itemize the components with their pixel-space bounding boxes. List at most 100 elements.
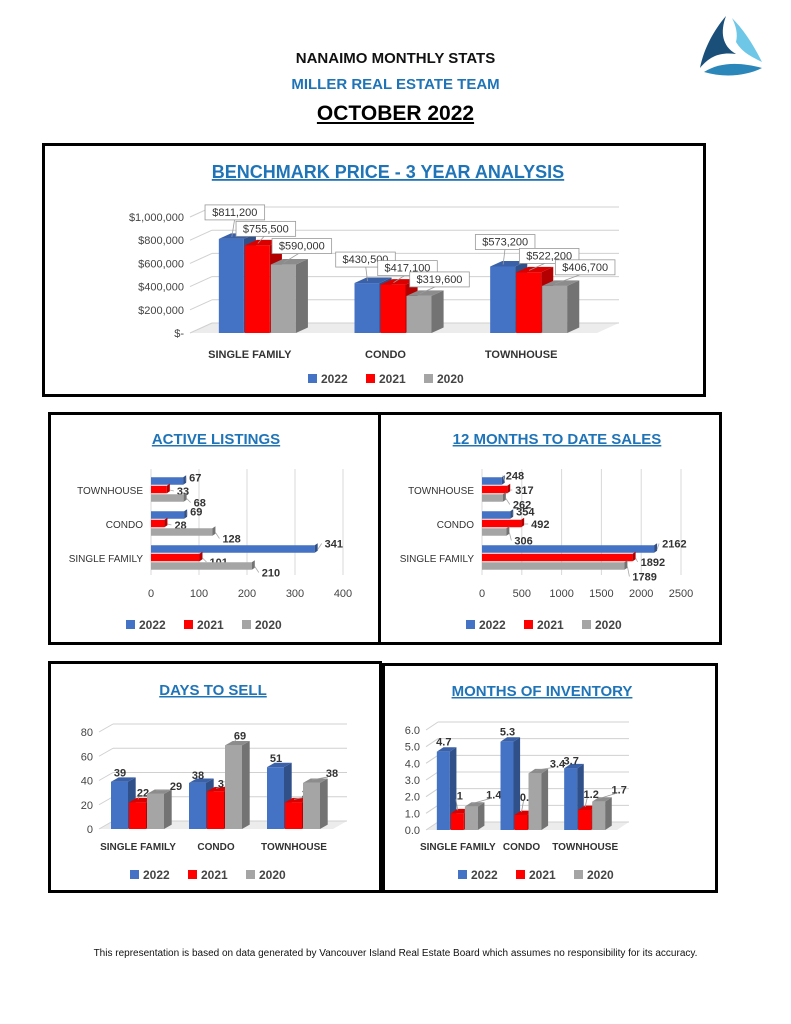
bar-2020-1-side: [541, 768, 549, 830]
y-tick-label: $-: [174, 328, 184, 340]
x-tick-label: 200: [238, 588, 256, 600]
bar-2022-1-top: [500, 737, 521, 742]
legend-swatch-2020: [582, 620, 591, 629]
data-label: 5.3: [500, 727, 515, 739]
y-tick-label: 40: [81, 776, 93, 788]
bar-2020-1: [225, 745, 242, 829]
data-label-leader: [202, 557, 207, 563]
bar-2020-1: [406, 295, 432, 333]
legend-label-2021: 2021: [201, 868, 228, 882]
y-tick-label: 4.0: [405, 758, 420, 770]
category-label: CONDO: [197, 842, 234, 853]
category-label: SINGLE FAMILY: [400, 554, 475, 565]
legend-label-2021: 2021: [529, 868, 556, 882]
bar-2021-0: [482, 485, 508, 494]
data-label: $319,600: [417, 274, 463, 286]
bar-side: [212, 526, 216, 536]
category-label: TOWNHOUSE: [552, 842, 618, 853]
legend-label-2021: 2021: [197, 618, 224, 632]
bar-2020-1-top: [225, 740, 250, 746]
gridline-depth: [189, 276, 213, 288]
bar-2022-1-side: [513, 737, 521, 830]
x-tick-label: 0: [148, 588, 154, 600]
data-label-box: [554, 259, 616, 276]
category-label: CONDO: [437, 520, 474, 531]
data-label-box: [204, 204, 266, 221]
data-label-box: [474, 234, 536, 250]
gridline-depth: [98, 772, 114, 781]
category-label: SINGLE FAMILY: [100, 842, 176, 853]
legend-label-2022: 2022: [479, 618, 506, 632]
category-label: TOWNHOUSE: [261, 842, 327, 853]
bar-2022-2-top: [564, 763, 584, 769]
days-to-sell-chart: DAYS TO SELL 0 20 40 60 80 39 22 29 SINGLE FAMILY…: [81, 682, 347, 882]
bar-side: [183, 475, 187, 485]
y-tick-label: 1.0: [405, 808, 420, 820]
bar-2022-2: [482, 545, 655, 553]
x-tick-label: 0: [479, 588, 485, 600]
gridline-depth: [189, 229, 213, 241]
bar-2022-0-top: [436, 747, 457, 752]
bar-2020-2: [151, 562, 252, 570]
legend-swatch-2020: [246, 870, 255, 879]
legend-swatch-2021: [524, 620, 533, 629]
data-label-leader: [502, 475, 506, 482]
data-label-leader: [521, 800, 524, 813]
data-label: 341: [325, 539, 343, 551]
data-label-box: [235, 220, 297, 237]
data-label: 1: [457, 790, 463, 802]
bar-2021-1: [380, 284, 406, 333]
bar-2022-0: [218, 238, 244, 333]
bar-2022-2: [267, 767, 284, 829]
data-label: $590,000: [279, 241, 325, 253]
bar-2021-1: [482, 519, 522, 528]
data-label: 68: [194, 498, 206, 510]
x-tick-label: 100: [190, 588, 208, 600]
legend-swatch-2021: [366, 374, 375, 383]
bar-side: [183, 492, 187, 502]
triangle-swirl-logo-icon: [696, 12, 766, 78]
bar-2021-0: [151, 485, 167, 494]
legend-swatch-2020: [242, 620, 251, 629]
bar-2021-2: [151, 553, 200, 562]
x-tick-label: 1000: [549, 588, 573, 600]
data-label-leader: [167, 523, 172, 526]
bar-side: [521, 517, 525, 528]
active-listings-panel: ACTIVE LISTINGS 0 100 200 300 400 TOWNHOUSE 67 3…: [48, 412, 382, 645]
bar-2020-2-side: [320, 778, 328, 829]
bar-side: [501, 475, 505, 485]
data-label: $406,700: [562, 262, 608, 274]
active-listings-chart: ACTIVE LISTINGS 0 100 200 300 400 TOWNHOUSE 67 3…: [69, 431, 352, 632]
bar-2020-1-top: [406, 290, 444, 296]
bar-side: [502, 492, 506, 502]
data-label: 29: [170, 781, 182, 793]
data-label-leader: [599, 793, 616, 800]
y-tick-label: $1,000,000: [129, 212, 184, 224]
bar-2022-0: [436, 751, 450, 830]
data-label-leader: [535, 766, 554, 771]
bar-2022-1-top: [354, 277, 392, 284]
bar-2022-0-top: [111, 777, 136, 782]
bar-2022-2: [564, 768, 578, 830]
y-tick-label: 60: [81, 751, 93, 763]
category-label: SINGLE FAMILY: [420, 842, 496, 853]
category-label: TOWNHOUSE: [77, 486, 143, 497]
y-tick-label: 5.0: [405, 742, 420, 754]
y-tick-label: $600,000: [138, 258, 184, 270]
data-label: 248: [506, 471, 524, 483]
data-label-leader: [627, 566, 630, 577]
bar-2021-0: [244, 245, 270, 333]
data-label-leader: [169, 489, 174, 492]
bar-2020-0: [151, 494, 184, 502]
bar-2020-2: [303, 782, 320, 829]
bar-side: [510, 509, 514, 519]
data-label: 1892: [641, 557, 665, 569]
legend-swatch-2021: [188, 870, 197, 879]
data-label-leader: [186, 498, 191, 503]
legend-label-2020: 2020: [255, 618, 282, 632]
data-label: 2162: [662, 539, 686, 551]
bar-2022-2: [151, 545, 315, 553]
days-to-sell-panel: DAYS TO SELL 0 20 40 60 80 39 22 29 SINGLE FAMILY…: [48, 661, 382, 893]
data-label-leader: [215, 532, 220, 539]
bar-2020-2-side: [567, 280, 580, 333]
